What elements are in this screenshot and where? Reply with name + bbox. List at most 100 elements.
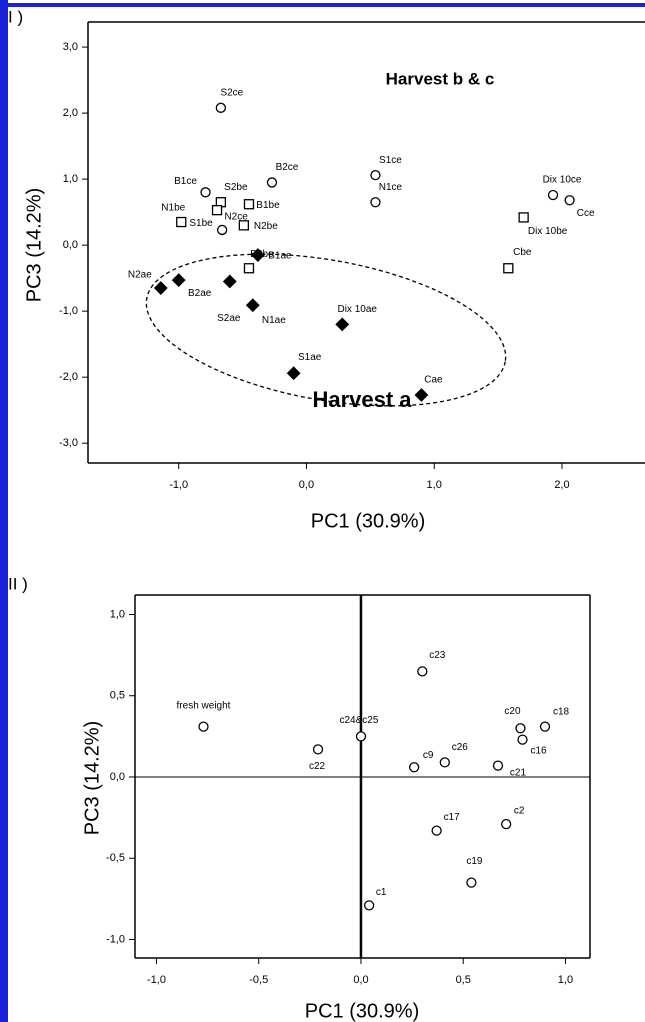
point-label: N2be — [254, 221, 278, 232]
point-label: c23 — [429, 650, 446, 661]
point — [266, 177, 278, 188]
x-tick-label: 1,0 — [427, 479, 442, 491]
point-label: S2ce — [220, 87, 243, 98]
x-axis-label: PC1 (30.9%) — [305, 1000, 420, 1022]
point-label: c21 — [510, 767, 527, 778]
point — [250, 248, 265, 262]
point-label: c20 — [504, 706, 521, 717]
point-label: c26 — [452, 742, 469, 753]
point — [198, 721, 209, 732]
x-tick-label: 1,0 — [558, 974, 573, 986]
harvest-a-ellipse — [145, 253, 507, 407]
point-label: c19 — [466, 856, 483, 867]
point — [243, 199, 255, 210]
y-tick-label: 3,0 — [63, 41, 78, 53]
border-left — [0, 0, 8, 1022]
point — [492, 760, 504, 771]
y-tick-label: -3,0 — [59, 437, 78, 449]
point — [176, 216, 187, 228]
point-label: B1ce — [174, 176, 197, 187]
annotation: Harvest a — [312, 387, 412, 412]
point — [439, 757, 450, 768]
point — [200, 187, 211, 198]
point-label: S1ae — [298, 352, 322, 363]
point — [547, 189, 559, 201]
point — [153, 281, 168, 295]
point — [503, 263, 514, 274]
point-label: N2ce — [224, 212, 248, 223]
y-tick-label: -2,0 — [59, 371, 78, 383]
x-tick-label: 0,0 — [353, 974, 368, 986]
point — [370, 197, 381, 208]
point — [286, 366, 301, 381]
point-label: c18 — [553, 706, 570, 717]
point — [211, 205, 223, 216]
panel-label: II ) — [8, 574, 28, 593]
x-tick-label: -1,0 — [169, 479, 188, 491]
point-label: Dix 10be — [528, 226, 568, 237]
point-label: c24&c25 — [340, 715, 379, 726]
y-tick-label: 0,0 — [63, 239, 78, 251]
x-tick-label: 0,0 — [299, 479, 314, 491]
point-label: S1be — [189, 218, 213, 229]
point — [171, 273, 186, 288]
point — [238, 220, 250, 231]
point-label: fresh weight — [177, 700, 231, 711]
y-axis-label: PC3 (14.2%) — [81, 721, 103, 836]
point — [355, 731, 367, 742]
point — [370, 170, 381, 181]
point-label: S1ce — [379, 155, 402, 166]
point — [539, 721, 551, 732]
point — [501, 818, 512, 830]
point — [215, 102, 227, 113]
point — [243, 263, 255, 274]
point-label: N2ae — [128, 270, 152, 281]
point — [222, 274, 237, 289]
point-label: c17 — [444, 812, 461, 823]
point-label: B1ae — [268, 251, 292, 262]
point-label: N1ae — [262, 315, 286, 326]
point — [216, 224, 228, 236]
point-label: Cce — [577, 208, 595, 219]
point — [312, 744, 324, 755]
point-label: S2ae — [217, 313, 241, 324]
point — [515, 723, 526, 734]
point-label: c1 — [376, 887, 387, 898]
point-label: Dix 10ae — [337, 304, 377, 315]
point-label: B1be — [256, 200, 280, 211]
point-label: c2 — [514, 806, 525, 817]
point-label: N1ce — [379, 182, 403, 193]
point — [564, 195, 575, 206]
y-tick-label: 1,0 — [110, 608, 125, 620]
point-label: N1be — [161, 203, 185, 214]
point — [363, 900, 375, 911]
point-label: S2be — [224, 182, 248, 193]
point-label: Dix 10ce — [543, 175, 582, 186]
point-label: Cbe — [513, 247, 532, 258]
point — [431, 825, 442, 836]
point — [414, 388, 429, 402]
y-tick-label: 2,0 — [63, 107, 78, 119]
x-axis-label: PC1 (30.9%) — [311, 510, 426, 532]
annotation: Harvest b & c — [386, 69, 495, 88]
point — [335, 317, 350, 332]
y-tick-label: -0,5 — [106, 852, 125, 864]
x-tick-label: 0,5 — [456, 974, 471, 986]
point — [518, 212, 529, 223]
point — [417, 666, 428, 677]
y-tick-label: -1,0 — [59, 305, 78, 317]
panel-label: I ) — [8, 7, 23, 26]
x-tick-label: -1,0 — [147, 974, 166, 986]
point-label: c9 — [423, 750, 434, 761]
point-label: c22 — [309, 761, 326, 772]
border-top — [0, 3, 645, 7]
point — [517, 734, 528, 745]
y-tick-label: 1,0 — [63, 173, 78, 185]
y-tick-label: 0,5 — [110, 690, 125, 702]
point-label: c16 — [530, 745, 547, 756]
point-label: B2ce — [276, 162, 299, 173]
point — [466, 877, 477, 888]
